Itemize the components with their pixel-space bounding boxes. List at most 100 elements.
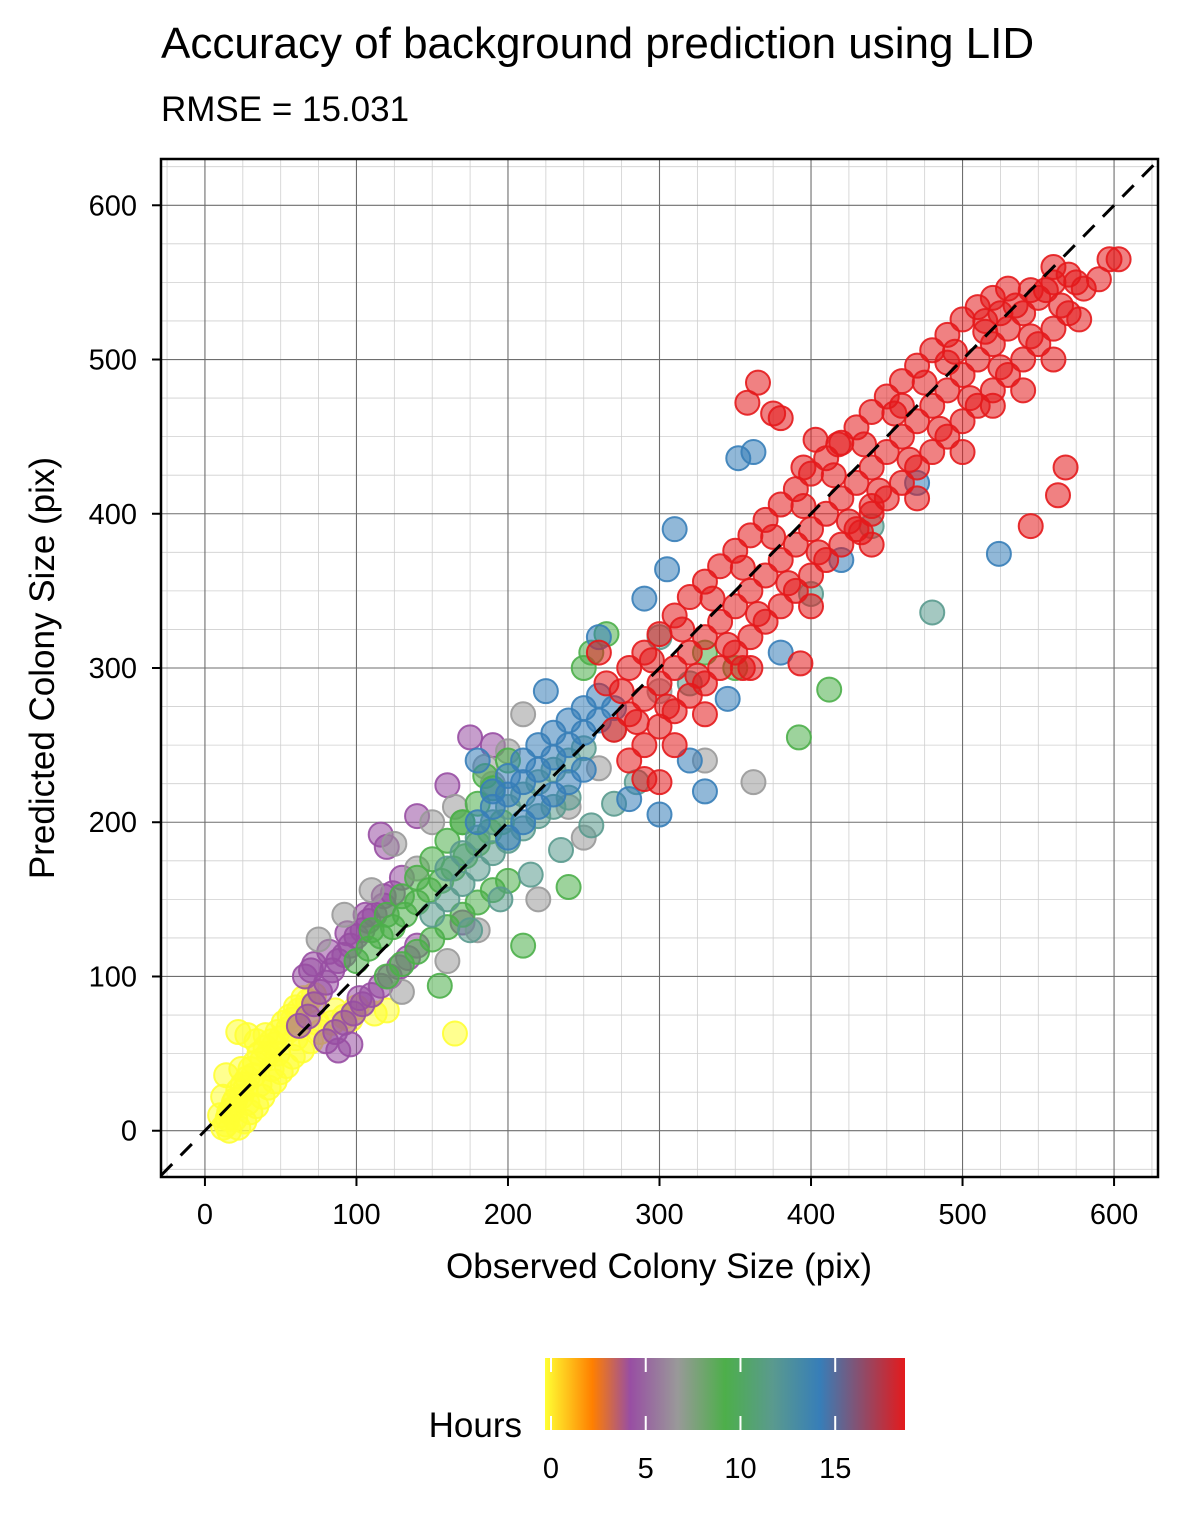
data-point <box>252 1022 279 1049</box>
data-point <box>510 747 537 774</box>
data-point <box>1052 454 1079 481</box>
data-point <box>1010 346 1037 373</box>
data-point <box>919 392 946 419</box>
data-point <box>1085 266 1112 293</box>
data-point <box>926 415 953 442</box>
data-point <box>358 877 385 904</box>
data-point <box>479 778 506 805</box>
data-point <box>828 531 855 558</box>
data-point <box>346 985 373 1012</box>
colorbar <box>545 1358 905 1430</box>
data-point <box>464 747 491 774</box>
data-point <box>919 439 946 466</box>
data-point <box>752 562 779 589</box>
data-point <box>1040 315 1067 342</box>
y-tick-label: 500 <box>89 345 137 377</box>
data-point <box>654 556 681 583</box>
data-point <box>691 701 718 728</box>
data-point <box>987 300 1014 327</box>
x-tick-label: 0 <box>197 1199 213 1231</box>
data-point <box>729 554 756 581</box>
data-point <box>570 756 597 783</box>
data-point <box>1017 513 1044 540</box>
data-point <box>616 747 643 774</box>
data-point <box>843 469 870 496</box>
data-point <box>1044 482 1071 509</box>
x-tick-label: 100 <box>332 1199 380 1231</box>
data-point <box>734 389 761 416</box>
data-point <box>631 585 658 612</box>
data-point <box>487 886 514 913</box>
y-tick-label: 200 <box>89 807 137 839</box>
data-point <box>623 708 650 735</box>
data-point <box>646 670 673 697</box>
x-axis-ticks: 0 100 200 300 400 500 600 <box>197 1177 1138 1231</box>
data-point <box>305 926 332 953</box>
data-point <box>919 599 946 626</box>
data-point <box>358 917 385 944</box>
data-point <box>785 724 812 751</box>
data-point <box>714 685 741 712</box>
y-tick-label: 600 <box>89 190 137 222</box>
data-point <box>494 824 521 851</box>
data-point <box>825 431 852 458</box>
data-point <box>979 392 1006 419</box>
data-point <box>740 439 767 466</box>
data-point <box>555 874 582 901</box>
data-point <box>767 639 794 666</box>
data-point <box>337 1031 364 1058</box>
data-point <box>510 932 537 959</box>
data-point <box>661 732 688 759</box>
data-point <box>661 655 688 681</box>
data-point <box>228 1056 255 1083</box>
data-point <box>676 639 703 666</box>
data-point <box>775 570 802 597</box>
y-axis-ticks: 0 100 200 300 400 500 600 <box>89 190 161 1148</box>
data-point <box>714 631 741 658</box>
data-point <box>802 426 829 453</box>
x-axis-title: Observed Colony Size (pix) <box>446 1247 872 1286</box>
data-point <box>691 624 718 651</box>
data-point <box>631 766 658 793</box>
data-point <box>934 377 961 404</box>
data-point <box>699 585 726 612</box>
data-point <box>737 624 764 651</box>
data-point <box>441 1020 468 1047</box>
data-point <box>985 540 1012 567</box>
data-point <box>798 593 825 620</box>
data-point <box>828 485 855 512</box>
data-point <box>464 809 491 836</box>
data-point <box>616 786 643 813</box>
data-point <box>434 772 461 799</box>
data-point <box>457 724 484 751</box>
data-point <box>1017 323 1044 350</box>
data-point <box>707 608 734 635</box>
data-point <box>434 886 461 913</box>
colorbar-ticks: 0 5 10 15 <box>543 1358 851 1485</box>
data-point <box>1010 377 1037 404</box>
data-point <box>404 864 431 891</box>
data-point <box>654 693 681 720</box>
data-point <box>737 577 764 604</box>
data-point <box>631 685 658 712</box>
data-point <box>1096 246 1123 273</box>
data-point <box>532 678 559 705</box>
data-point <box>661 516 688 543</box>
data-point <box>744 601 771 628</box>
data-point <box>517 861 544 888</box>
data-point <box>388 883 415 910</box>
data-point <box>858 493 885 520</box>
data-point <box>820 462 847 489</box>
x-tick-label: 600 <box>1090 1199 1138 1231</box>
data-point <box>291 963 318 990</box>
data-point <box>638 647 665 674</box>
data-point <box>684 662 711 689</box>
data-point <box>805 539 832 566</box>
identity-reference-line <box>161 159 1158 1177</box>
color-legend: Hours 0 5 10 15 <box>429 1358 905 1485</box>
data-point <box>790 454 817 481</box>
x-tick-label: 500 <box>938 1199 986 1231</box>
data-point <box>816 676 843 703</box>
data-point <box>434 855 461 882</box>
data-point <box>1040 346 1067 373</box>
